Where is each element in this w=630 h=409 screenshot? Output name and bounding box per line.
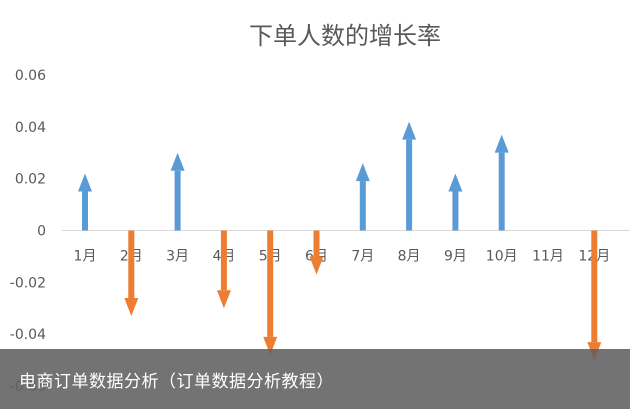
x-tick-label: 7月 — [351, 249, 374, 265]
arrow-bar-head — [448, 173, 463, 192]
arrow-bar-shaft — [591, 230, 598, 343]
arrow-bar-head — [355, 163, 370, 182]
arrow-bar-shaft — [128, 230, 135, 299]
arrow-bar-shaft — [452, 191, 459, 231]
y-tick-label: 0.04 — [15, 120, 46, 136]
arrow-bar-shaft — [359, 181, 366, 231]
arrow-bar-shaft — [498, 152, 505, 231]
y-tick-label: -0.04 — [10, 327, 46, 343]
x-tick-label: 11月 — [532, 249, 564, 265]
y-tick-label: 0.02 — [15, 172, 46, 188]
caption-bar: 电商订单数据分析（订单数据分析教程） — [0, 349, 630, 409]
arrow-bar-head — [402, 121, 417, 140]
arrow-bar-head — [216, 290, 231, 309]
arrow-bar-shaft — [174, 170, 181, 231]
arrow-bar-head — [494, 134, 509, 153]
x-tick-label: 10月 — [486, 249, 518, 265]
arrow-bar-shaft — [313, 230, 320, 257]
x-tick-label: 8月 — [398, 249, 421, 265]
y-tick-label: -0.02 — [10, 275, 46, 291]
arrow-bar-shaft — [267, 230, 274, 337]
arrow-bar-shaft — [220, 230, 227, 291]
arrow-bar-shaft — [82, 191, 88, 231]
x-tick-label: 3月 — [166, 249, 189, 265]
x-tick-label: 9月 — [444, 249, 467, 265]
chart-title: 下单人数的增长率 — [249, 22, 441, 50]
y-tick-label: 0 — [37, 224, 46, 240]
x-tick-label: 1月 — [74, 249, 97, 265]
y-tick-label: 0.06 — [15, 68, 46, 84]
arrow-bar-head — [170, 152, 185, 171]
arrow-bar-head — [124, 298, 139, 317]
arrow-bar-shaft — [406, 139, 413, 231]
caption-text: 电商订单数据分析（订单数据分析教程） — [19, 372, 334, 392]
arrow-bar-head — [78, 173, 92, 192]
arrow-bar-head — [309, 256, 324, 275]
arrow-bar-head — [263, 336, 278, 355]
